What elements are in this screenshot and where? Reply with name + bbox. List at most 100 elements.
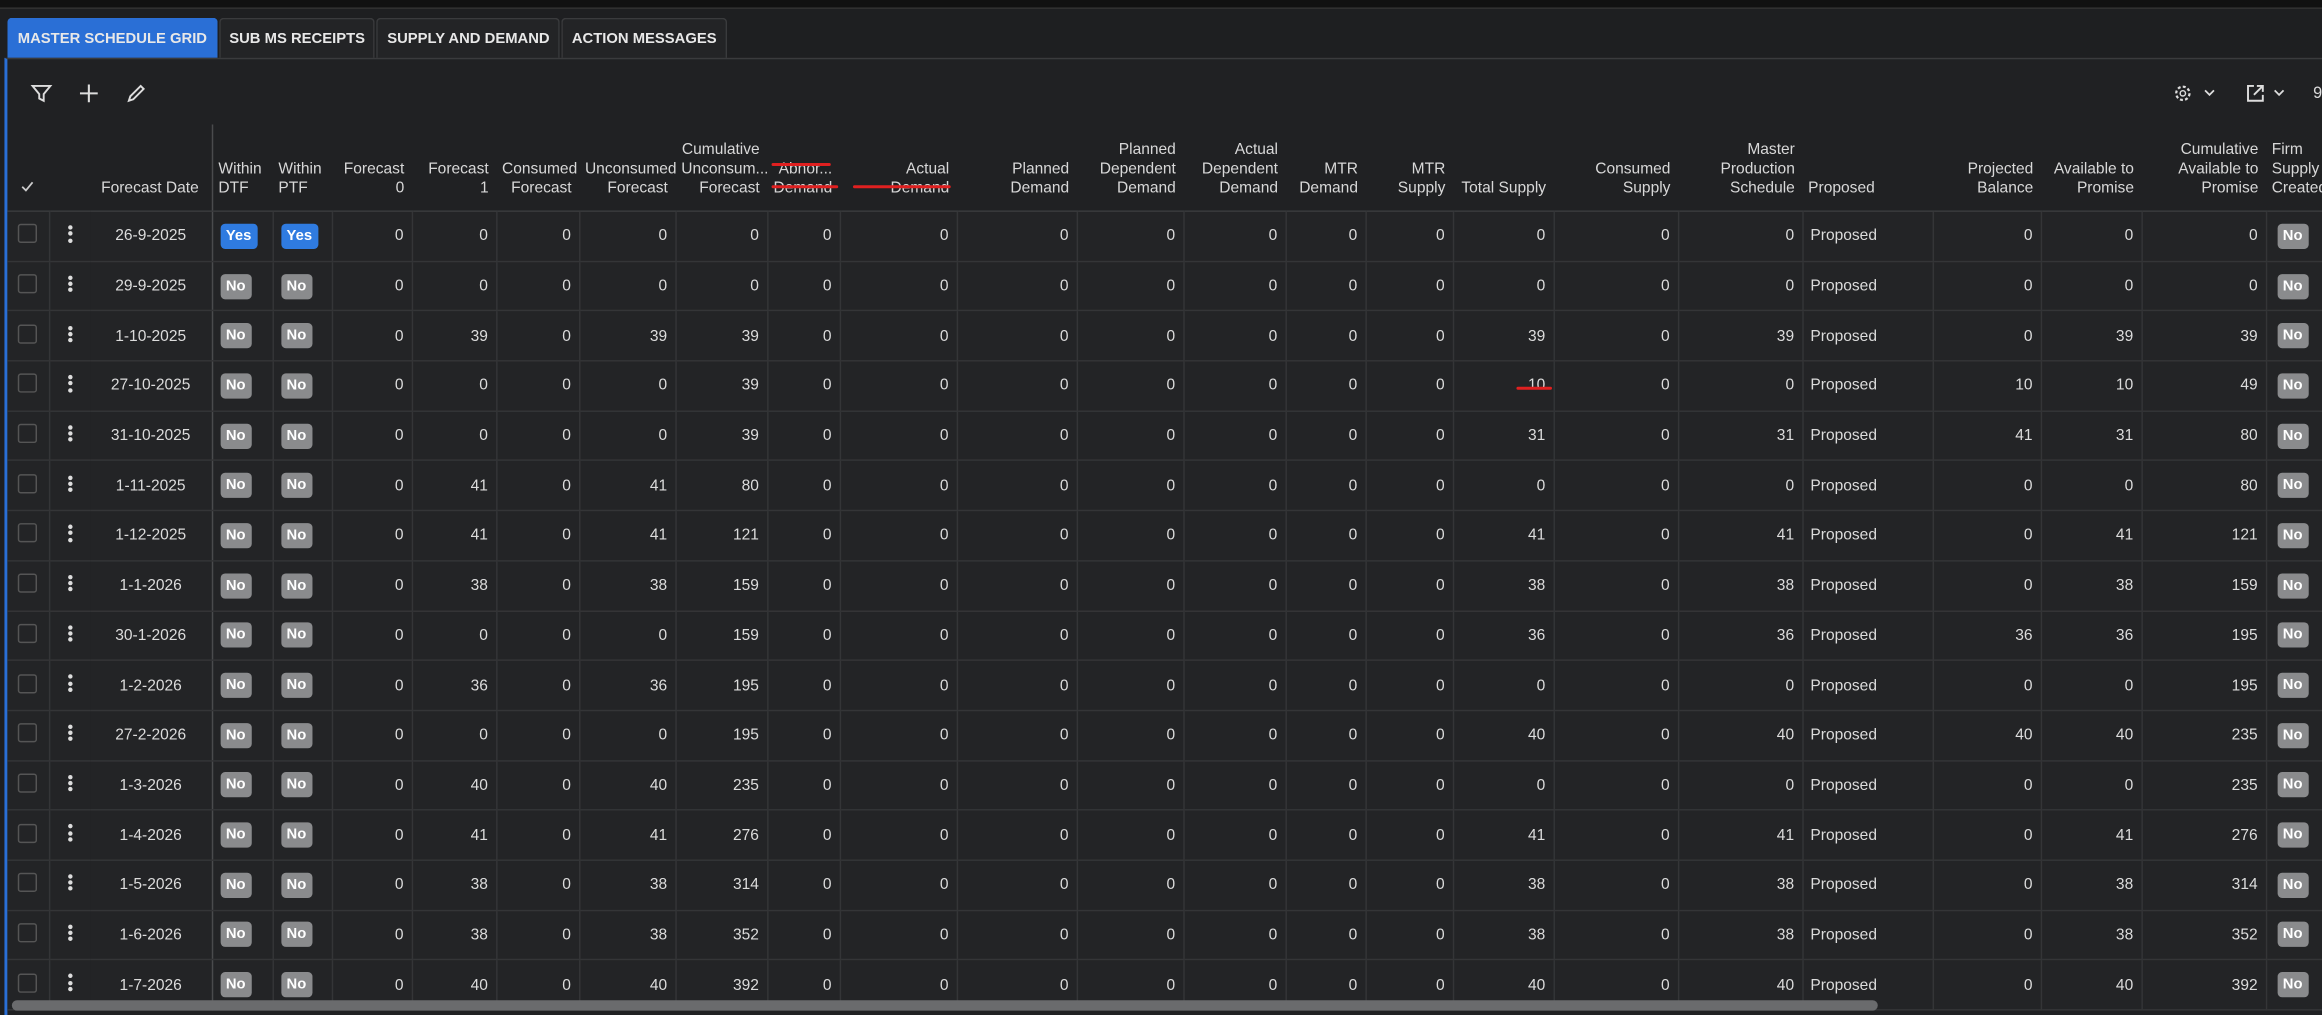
row-menu-button[interactable] — [67, 723, 73, 743]
tab[interactable]: ACTION MESSAGES — [561, 17, 728, 60]
value-cell: 0 — [2141, 211, 2267, 262]
edit-button[interactable] — [124, 81, 148, 105]
value-cell: 0 — [1553, 410, 1679, 462]
status-badge: No — [280, 373, 313, 399]
value-cell: 0 — [1183, 810, 1287, 861]
badge-cell: No — [211, 860, 274, 911]
row-menu-button[interactable] — [67, 923, 73, 943]
checkbox[interactable] — [18, 673, 38, 693]
value-cell: 0 — [1076, 710, 1184, 761]
checkbox[interactable] — [18, 823, 38, 843]
row-menu-button[interactable] — [67, 623, 73, 643]
value-cell: 0 — [956, 211, 1078, 262]
checkbox[interactable] — [18, 973, 38, 993]
status-badge: No — [280, 822, 313, 848]
value-cell: 0 — [331, 510, 413, 562]
value-cell: 0 — [2141, 261, 2267, 312]
date-cell: 27-10-2025 — [90, 360, 213, 412]
filter-button[interactable] — [30, 81, 54, 105]
value-cell: 0 — [1553, 211, 1679, 262]
row-menu-button[interactable] — [67, 373, 73, 393]
value-cell: 0 — [1285, 410, 1367, 462]
value-cell: 0 — [1365, 660, 1454, 712]
checkbox[interactable] — [18, 923, 38, 943]
value-cell: 0 — [411, 211, 497, 262]
value-cell: 38 — [411, 560, 497, 612]
badge-cell: No — [211, 660, 274, 712]
status-badge: No — [280, 473, 313, 499]
checkbox[interactable] — [18, 773, 38, 793]
row-menu-button[interactable] — [67, 224, 73, 244]
date-cell: 1-11-2025 — [90, 460, 213, 512]
badge-cell: No — [272, 860, 333, 911]
row-menu-button[interactable] — [67, 823, 73, 843]
badge-cell: No — [272, 360, 333, 412]
value-cell: 195 — [2141, 610, 2267, 662]
status-badge: No — [219, 772, 252, 798]
value-cell: 0 — [1365, 910, 1454, 961]
row-menu-button[interactable] — [67, 773, 73, 793]
horizontal-scrollbar[interactable] — [11, 1000, 1878, 1011]
value-cell: 0 — [579, 211, 677, 262]
checkbox[interactable] — [18, 473, 38, 494]
row-menu-button[interactable] — [67, 972, 73, 992]
checkbox[interactable] — [18, 423, 38, 444]
tab[interactable]: MASTER SCHEDULE GRID — [7, 17, 218, 60]
value-cell: 159 — [2141, 560, 2267, 612]
export-button[interactable] — [2244, 81, 2294, 105]
row-menu-button[interactable] — [67, 423, 73, 443]
checkbox[interactable] — [18, 374, 38, 394]
value-cell: 0 — [839, 510, 958, 562]
value-cell: 0 — [767, 910, 841, 961]
value-cell: 0 — [1932, 560, 2042, 612]
checkbox[interactable] — [18, 573, 38, 593]
column-header: Forecast 1 — [411, 124, 497, 212]
row-menu-button[interactable] — [67, 324, 73, 344]
row-menu-button[interactable] — [67, 274, 73, 294]
value-cell: 0 — [839, 710, 958, 761]
row-menu-button[interactable] — [67, 573, 73, 593]
value-cell: 38 — [1677, 910, 1803, 961]
value-cell: 41 — [1677, 510, 1803, 562]
badge-cell: No — [2265, 610, 2322, 662]
status-badge: No — [2276, 473, 2309, 499]
row-select — [7, 860, 50, 911]
value-cell: 0 — [1932, 261, 2042, 312]
settings-button[interactable] — [2171, 81, 2221, 105]
row: 1-11-2025 No No 0 41 0 41 80 0 0 0 0 0 0 0 0 0 0 Proposed 0… — [7, 460, 2322, 512]
value-cell: 40 — [411, 760, 497, 811]
row-menu-button[interactable] — [67, 873, 73, 893]
value-cell: 0 — [1183, 310, 1287, 362]
checkbox[interactable] — [18, 274, 38, 294]
value-cell: 0 — [579, 261, 677, 312]
checkbox[interactable] — [18, 873, 38, 893]
tab[interactable]: SUB MS RECEIPTS — [218, 17, 376, 60]
row-menu-button[interactable] — [67, 473, 73, 493]
add-button[interactable] — [77, 81, 101, 105]
tab[interactable]: SUPPLY AND DEMAND — [376, 17, 560, 60]
row-select — [7, 261, 50, 312]
column-header: Cumulative Unconsum... Forecast — [675, 124, 769, 212]
value-cell: 0 — [1285, 710, 1367, 761]
value-cell: 0 — [1932, 211, 2042, 262]
checkbox[interactable] — [18, 523, 38, 544]
value-cell: 0 — [1183, 760, 1287, 811]
value-cell: 39 — [1452, 310, 1555, 362]
row-menu — [48, 310, 91, 362]
status-badge: No — [280, 523, 313, 549]
checkbox[interactable] — [18, 723, 38, 743]
status-badge: No — [280, 572, 313, 599]
row-menu-button[interactable] — [67, 673, 73, 693]
value-cell: 38 — [579, 910, 677, 961]
checkbox[interactable] — [18, 623, 38, 643]
checkbox[interactable] — [18, 224, 38, 244]
value-cell: 40 — [2040, 959, 2143, 1011]
checkbox[interactable] — [18, 324, 38, 344]
value-cell: 0 — [331, 660, 413, 712]
column-header: Actual Dependent Demand — [1183, 124, 1286, 212]
badge-cell: No — [211, 261, 274, 312]
value-cell: 0 — [1553, 610, 1679, 662]
row: 29-9-2025 No No 0 0 0 0 0 0 0 0 0 0 0 0 0 0 0 Proposed 0 0 0 N… — [7, 261, 2322, 312]
row-menu-button[interactable] — [67, 523, 73, 543]
value-cell: 41 — [579, 810, 677, 861]
